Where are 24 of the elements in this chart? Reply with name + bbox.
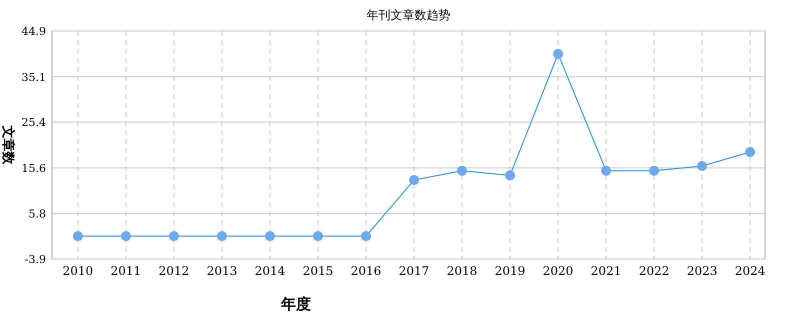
- x-tick-label: 2010: [62, 264, 94, 278]
- y-tick-label: 44.9: [22, 25, 46, 38]
- y-tick-label: 35.1: [22, 70, 46, 84]
- x-tick-label: 2023: [686, 264, 718, 278]
- x-tick-label: 2021: [590, 264, 622, 278]
- x-tick-label: 2012: [158, 264, 190, 278]
- x-tick-label: 2024: [734, 264, 766, 278]
- y-tick-label: 15.6: [22, 162, 46, 175]
- x-tick-label: 2011: [110, 264, 142, 278]
- x-axis-title: 年度: [280, 295, 311, 313]
- y-tick-label: 5.8: [28, 208, 46, 221]
- y-tick-label: 25.4: [22, 116, 46, 130]
- x-tick-label: 2019: [494, 264, 526, 278]
- chart-title: 年刊文章数趋势: [366, 8, 450, 22]
- x-tick-label: 2018: [446, 264, 478, 278]
- y-axis-title: 文章数: [0, 124, 16, 166]
- x-tick-label: 2020: [542, 264, 574, 278]
- y-tick-label: -3.9: [24, 253, 46, 266]
- x-tick-label: 2022: [638, 264, 670, 278]
- x-tick-label: 2014: [254, 264, 286, 278]
- x-tick-label: 2013: [206, 264, 238, 278]
- x-tick-label: 2017: [398, 264, 430, 278]
- x-tick-label: 2016: [350, 264, 382, 278]
- x-tick-label: 2015: [302, 264, 334, 278]
